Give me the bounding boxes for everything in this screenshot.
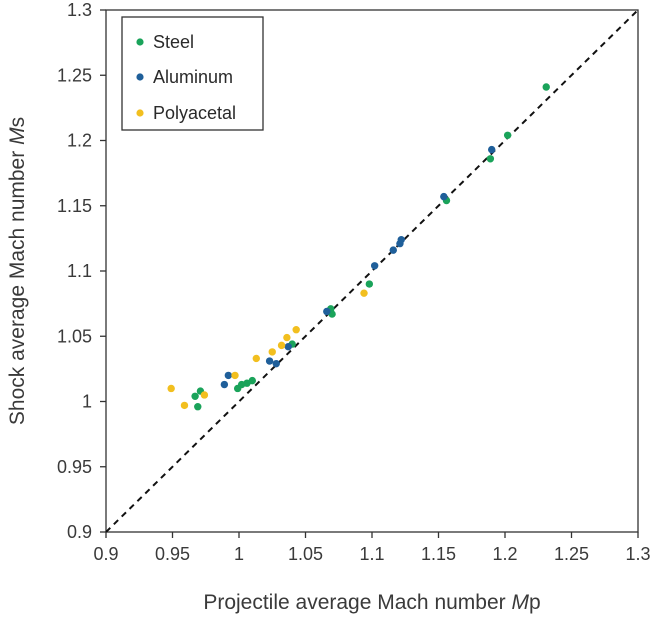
x-tick-label: 0.9 [93, 544, 118, 564]
x-tick-label: 1.2 [492, 544, 517, 564]
data-point-steel [365, 280, 374, 288]
x-tick-label: 1.1 [359, 544, 384, 564]
y-tick-label: 1.15 [57, 196, 92, 216]
data-point-aluminum [284, 342, 292, 351]
x-tick-label: 1.25 [554, 544, 589, 564]
x-tick-label: 0.95 [155, 544, 190, 564]
legend-label-aluminum: Aluminum [153, 67, 233, 87]
x-tick-label: 1.05 [288, 544, 323, 564]
y-tick-labels: 0.9 0.95 1 1.05 1.1 1.15 1.2 1.25 1.3 [57, 0, 92, 542]
legend-marker-polyacetal [136, 109, 144, 117]
y-axis-title: Shock average Mach number Ms [6, 117, 29, 425]
reference-diagonal-line [105, 9, 639, 533]
data-point-steel [503, 131, 512, 139]
data-point-polyacetal [268, 348, 276, 356]
y-tick-label: 1.25 [57, 65, 92, 85]
y-tick-label: 1.05 [57, 326, 92, 346]
data-point-aluminum [389, 246, 397, 254]
data-points [167, 83, 550, 411]
data-point-polyacetal [252, 354, 260, 363]
y-tick-label: 1.1 [67, 261, 92, 281]
data-point-polyacetal [292, 326, 300, 334]
x-tick-label: 1.3 [625, 544, 650, 564]
data-point-steel [486, 155, 495, 163]
data-point-steel [542, 83, 550, 91]
data-point-aluminum [397, 235, 405, 244]
data-point-polyacetal [167, 384, 175, 393]
x-axis-title: Projectile average Mach number Mp [203, 591, 540, 614]
data-point-steel [194, 403, 202, 411]
y-tick-label: 0.9 [67, 522, 92, 542]
data-point-aluminum [440, 192, 448, 201]
x-tick-labels: 0.9 0.95 1 1.05 1.1 1.15 1.2 1.25 1.3 [93, 544, 650, 564]
tick-marks [100, 9, 639, 538]
y-tick-label: 0.95 [57, 457, 92, 477]
legend-label-polyacetal: Polyacetal [153, 103, 236, 123]
legend-box [121, 16, 264, 131]
data-point-polyacetal [200, 391, 209, 399]
data-point-steel [248, 376, 256, 385]
x-tick-label: 1.15 [421, 544, 456, 564]
x-tick-label: 1 [234, 544, 244, 564]
data-point-aluminum [224, 371, 233, 380]
data-point-aluminum [323, 307, 331, 316]
data-point-aluminum [265, 357, 274, 365]
data-point-polyacetal [180, 401, 189, 410]
data-point-aluminum [370, 262, 379, 270]
data-point-polyacetal [360, 289, 368, 297]
data-point-polyacetal [231, 371, 239, 380]
legend: Steel Aluminum Polyacetal [121, 16, 264, 131]
legend-label-steel: Steel [153, 32, 194, 52]
y-tick-label: 1.2 [67, 131, 92, 151]
data-point-aluminum [220, 380, 229, 389]
y-tick-label: 1 [82, 392, 92, 412]
legend-marker-aluminum [136, 73, 144, 81]
data-point-aluminum [488, 145, 496, 154]
y-tick-label: 1.3 [67, 0, 92, 20]
data-point-polyacetal [283, 333, 291, 342]
data-point-polyacetal [277, 341, 286, 350]
legend-marker-steel [136, 38, 144, 46]
data-point-aluminum [272, 359, 280, 368]
data-point-steel [191, 392, 199, 400]
